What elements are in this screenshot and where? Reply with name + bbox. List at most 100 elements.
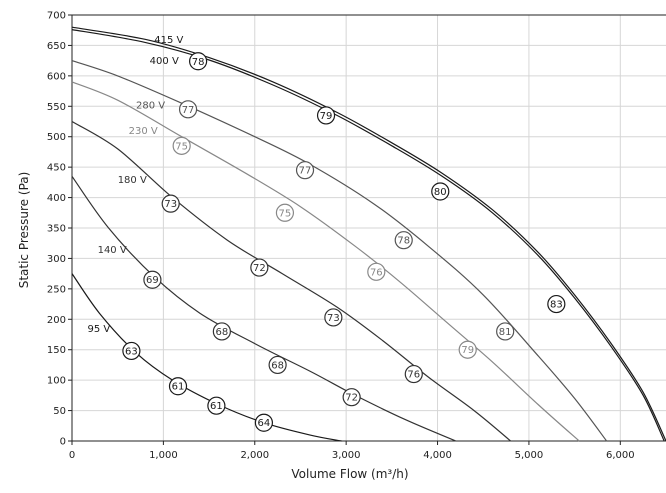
y-tick-label: 650	[47, 41, 66, 52]
badge-label: 68	[216, 327, 229, 338]
badge-circle	[367, 262, 386, 281]
badge-circle	[316, 106, 336, 125]
y-tick-label: 600	[47, 71, 66, 82]
efficiency-badge: 68	[212, 322, 231, 341]
badge-label: 77	[299, 166, 312, 177]
x-tick-label: 6,000	[606, 450, 635, 461]
efficiency-badge: 72	[342, 388, 361, 407]
y-tick-label: 350	[47, 224, 66, 235]
badge-circle	[207, 396, 226, 415]
series-line-230v	[71, 81, 580, 442]
x-axis-title: Volume Flow (m³/h)	[291, 467, 408, 481]
badge-circle	[268, 355, 287, 375]
badge-label: 77	[182, 105, 195, 116]
badge-circle	[431, 182, 450, 201]
efficiency-badge: 72	[250, 258, 269, 277]
tick-labels: 0 1,000 2,000 3,000 4,000 5,000 6,000 0 50 100 150…	[47, 11, 635, 462]
series-lines	[71, 26, 666, 442]
series-line-180v	[71, 120, 511, 442]
y-tick-label: 700	[47, 11, 66, 22]
badge-label: 72	[345, 393, 358, 404]
efficiency-badge: 73	[161, 194, 180, 213]
efficiency-badge: 61	[168, 377, 188, 396]
y-tick-label: 500	[47, 132, 66, 143]
badge-circle	[178, 100, 198, 119]
efficiency-badge: 81	[496, 322, 515, 341]
efficiency-badge: 75	[172, 136, 191, 155]
efficiency-badge: 68	[268, 355, 287, 375]
efficiency-badge: 78	[189, 52, 208, 71]
badge-circle	[404, 364, 423, 384]
badge-circle	[172, 136, 191, 155]
badge-circle	[168, 377, 188, 396]
y-tick-label: 550	[47, 102, 66, 113]
badge-label: 79	[320, 111, 333, 122]
y-tick-label: 150	[47, 345, 66, 356]
x-tick-label: 5,000	[515, 450, 544, 461]
badge-circle	[275, 203, 295, 222]
efficiency-badge: 80	[431, 182, 450, 201]
efficiency-badge: 76	[367, 262, 386, 281]
efficiency-badge: 78	[394, 231, 413, 250]
badge-circle	[496, 322, 515, 341]
efficiency-badge: 75	[275, 203, 295, 222]
curve-label: 230 V	[129, 126, 158, 137]
y-tick-label: 200	[47, 315, 66, 326]
y-tick-label: 0	[60, 437, 66, 448]
curve-labels: 415 V 400 V 280 V 230 V 180 V 140 V 95 V	[88, 35, 184, 335]
efficiency-badge: 64	[254, 413, 274, 432]
x-tick-label: 0	[69, 450, 75, 461]
badge-circle	[458, 340, 477, 359]
efficiency-badge: 61	[207, 396, 226, 415]
efficiency-badges: 78 79 80 83 77 77 78 81 75 75 76 79 73 72 73 76 69 68 68 72…	[122, 52, 566, 432]
curve-label: 280 V	[136, 101, 165, 112]
efficiency-badge: 77	[295, 161, 315, 180]
badge-label: 64	[258, 418, 271, 429]
y-tick-label: 50	[53, 406, 66, 417]
x-tick-label: 4,000	[423, 450, 452, 461]
series-line-140v	[71, 175, 457, 442]
curve-label: 180 V	[118, 175, 147, 186]
badge-circle	[254, 413, 274, 432]
badge-label: 79	[461, 345, 474, 356]
badge-label: 76	[370, 267, 383, 278]
badge-label: 72	[253, 263, 266, 274]
badge-label: 73	[164, 199, 177, 210]
efficiency-badge: 76	[404, 364, 423, 384]
y-tick-label: 250	[47, 284, 66, 295]
y-tick-label: 400	[47, 193, 66, 204]
badge-label: 75	[279, 208, 292, 219]
efficiency-badge: 79	[316, 106, 336, 125]
efficiency-badge: 77	[178, 100, 198, 119]
axes	[68, 14, 666, 445]
badge-label: 76	[407, 370, 420, 381]
badge-label: 73	[327, 313, 340, 324]
badge-label: 78	[397, 236, 410, 247]
x-tick-label: 2,000	[240, 450, 269, 461]
series-line-415v	[71, 26, 666, 442]
badge-label: 80	[434, 187, 447, 198]
curve-label: 140 V	[98, 245, 127, 256]
badge-label: 69	[146, 275, 159, 286]
curve-label: 400 V	[150, 56, 179, 67]
badge-label: 63	[125, 346, 138, 357]
badge-circle	[161, 194, 180, 213]
badge-label: 78	[192, 57, 205, 68]
badge-label: 68	[271, 360, 284, 371]
badge-circle	[212, 322, 231, 341]
badge-circle	[143, 270, 162, 289]
series-line-95v	[71, 273, 342, 442]
efficiency-badge: 83	[547, 294, 566, 314]
curve-label: 95 V	[88, 324, 111, 335]
badge-circle	[324, 308, 343, 327]
badge-circle	[122, 341, 141, 361]
badge-circle	[342, 388, 361, 407]
badge-circle	[250, 258, 269, 277]
y-tick-label: 100	[47, 376, 66, 387]
badge-label: 61	[210, 401, 223, 412]
x-tick-label: 1,000	[149, 450, 178, 461]
badge-label: 81	[499, 327, 512, 338]
x-tick-label: 3,000	[332, 450, 361, 461]
efficiency-badge: 63	[122, 341, 141, 361]
